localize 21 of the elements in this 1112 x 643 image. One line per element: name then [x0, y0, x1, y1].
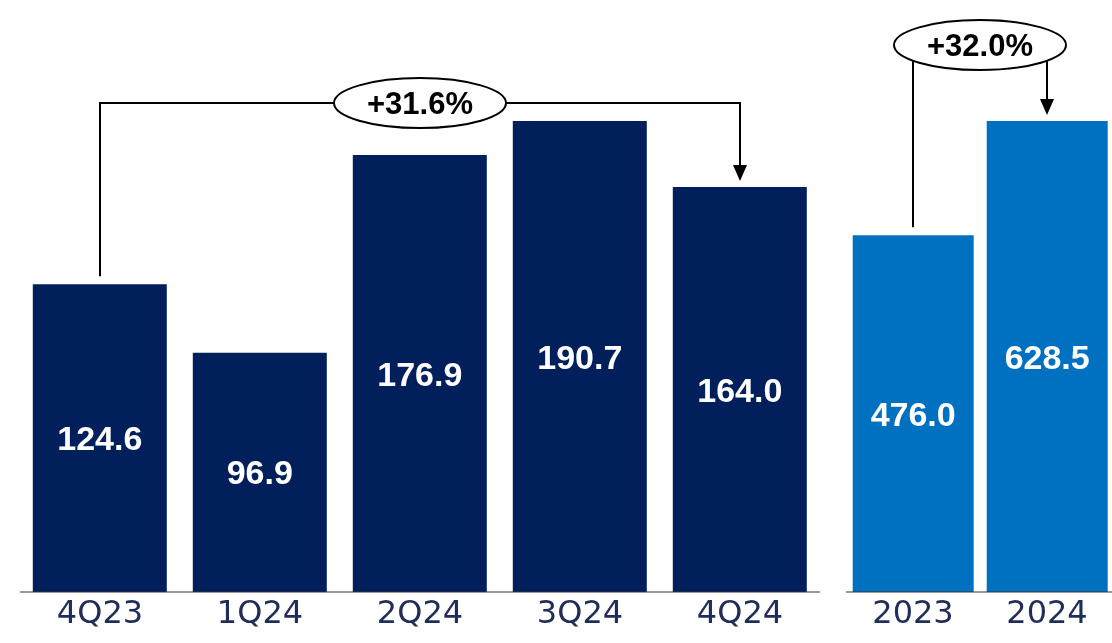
x-tick-label: 2023: [872, 592, 954, 631]
text: +32.0%: [926, 28, 1034, 64]
data-label: 176.9: [377, 354, 463, 393]
x-tick-label: 4Q23: [56, 592, 144, 631]
data-label: 190.7: [537, 337, 623, 376]
data-label: 164.0: [697, 370, 783, 409]
bar: [32, 284, 167, 592]
x-tick-label: 4Q24: [696, 592, 784, 631]
x-tick-label: 1Q24: [216, 592, 304, 631]
data-label: 96.9: [226, 453, 293, 492]
bar: [672, 186, 807, 592]
data-label: 476.0: [870, 394, 956, 433]
text: +31.6%: [366, 86, 474, 122]
x-tick-label: 2024: [1006, 592, 1088, 631]
data-label: 628.5: [1004, 337, 1090, 376]
data-label: 124.6: [57, 419, 143, 458]
bar: [512, 121, 647, 592]
x-tick-label: 2Q24: [376, 592, 464, 631]
x-tick-label: 3Q24: [536, 592, 624, 631]
bar: [352, 155, 487, 592]
bar: [192, 352, 327, 592]
